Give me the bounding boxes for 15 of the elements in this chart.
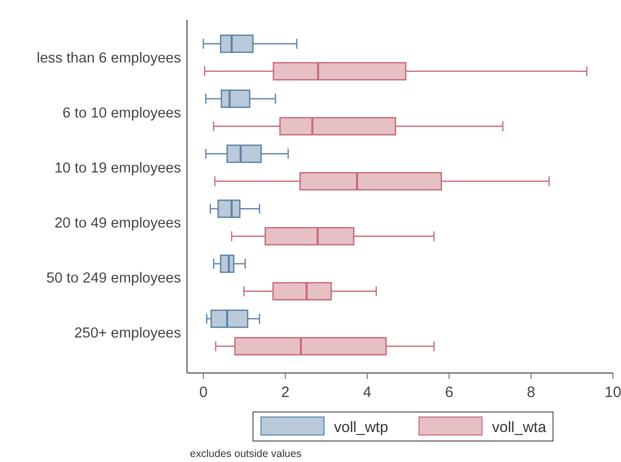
x-tick-label: 0 [199, 384, 208, 401]
legend-label: voll_wta [492, 419, 547, 436]
y-tick-label: less than 6 employees [36, 50, 181, 66]
x-tick-label: 10 [604, 384, 621, 401]
y-tick-label: 250+ employees [74, 326, 181, 342]
legend-label: voll_wtp [334, 419, 388, 436]
x-tick-label: 6 [444, 384, 454, 401]
y-tick-label: 20 to 49 employees [54, 216, 181, 232]
y-tick-label: 50 to 249 employees [46, 270, 181, 286]
x-tick-label: 2 [281, 384, 290, 401]
text: excludes outside values [190, 448, 302, 460]
y-tick-label: 6 to 10 employees [62, 106, 181, 122]
x-tick-label: 4 [363, 384, 372, 401]
y-tick-label: 10 to 19 employees [54, 160, 181, 176]
x-tick-label: 8 [526, 384, 536, 401]
